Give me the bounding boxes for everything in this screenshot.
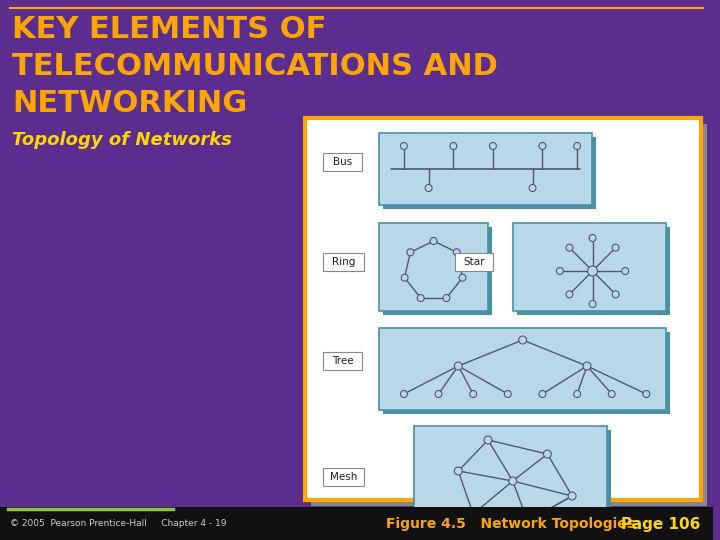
Circle shape xyxy=(401,274,408,281)
Circle shape xyxy=(450,143,456,150)
Circle shape xyxy=(608,390,615,397)
Circle shape xyxy=(566,291,573,298)
Bar xyxy=(383,227,492,315)
Bar xyxy=(311,124,707,506)
Circle shape xyxy=(400,390,408,397)
Bar xyxy=(323,153,362,171)
Circle shape xyxy=(539,143,546,150)
Circle shape xyxy=(539,390,546,397)
Circle shape xyxy=(622,267,629,274)
Circle shape xyxy=(489,537,497,540)
Circle shape xyxy=(407,249,414,256)
Text: Topology of Networks: Topology of Networks xyxy=(12,131,232,149)
Circle shape xyxy=(588,266,598,276)
Bar xyxy=(379,223,488,311)
Text: Ring: Ring xyxy=(332,257,355,267)
Circle shape xyxy=(509,477,517,485)
Circle shape xyxy=(443,294,450,301)
Text: Tree: Tree xyxy=(332,356,354,366)
Circle shape xyxy=(400,143,408,150)
Circle shape xyxy=(454,467,462,475)
Circle shape xyxy=(504,390,511,397)
Bar xyxy=(455,253,493,271)
Circle shape xyxy=(490,143,496,150)
Bar xyxy=(383,332,670,414)
Circle shape xyxy=(425,185,432,192)
Bar xyxy=(379,133,592,205)
Bar xyxy=(0,507,713,540)
Circle shape xyxy=(589,300,596,307)
Circle shape xyxy=(417,294,424,301)
Circle shape xyxy=(435,390,442,397)
Bar xyxy=(323,253,364,271)
Circle shape xyxy=(589,234,596,241)
Bar xyxy=(323,352,362,370)
Circle shape xyxy=(518,336,526,344)
Bar xyxy=(513,223,666,311)
Bar xyxy=(305,118,701,500)
Bar xyxy=(383,137,596,209)
Circle shape xyxy=(568,492,576,500)
Circle shape xyxy=(454,362,462,370)
Bar xyxy=(323,468,364,486)
Text: TELECOMMUNICATIONS AND: TELECOMMUNICATIONS AND xyxy=(12,52,498,81)
Text: © 2005  Pearson Prentice-Hall     Chapter 4 - 19: © 2005 Pearson Prentice-Hall Chapter 4 -… xyxy=(10,519,226,529)
Bar xyxy=(379,328,666,410)
Circle shape xyxy=(454,249,460,256)
Circle shape xyxy=(557,267,563,274)
Circle shape xyxy=(574,143,580,150)
Circle shape xyxy=(529,185,536,192)
Circle shape xyxy=(459,274,466,281)
Circle shape xyxy=(484,436,492,444)
Circle shape xyxy=(469,510,477,518)
Circle shape xyxy=(566,244,573,251)
Circle shape xyxy=(469,390,477,397)
Circle shape xyxy=(544,450,552,458)
Text: KEY ELEMENTS OF: KEY ELEMENTS OF xyxy=(12,15,326,44)
Bar xyxy=(414,426,607,540)
Text: Star: Star xyxy=(464,257,485,267)
Text: Bus: Bus xyxy=(333,157,352,167)
Circle shape xyxy=(523,517,531,525)
Text: NETWORKING: NETWORKING xyxy=(12,89,247,118)
Circle shape xyxy=(612,244,619,251)
Text: Page 106: Page 106 xyxy=(621,516,700,531)
Circle shape xyxy=(430,238,437,245)
Circle shape xyxy=(574,390,580,397)
Circle shape xyxy=(612,291,619,298)
Bar xyxy=(517,227,670,315)
Circle shape xyxy=(643,390,650,397)
Bar xyxy=(418,430,611,540)
Text: Figure 4.5   Network Topologies: Figure 4.5 Network Topologies xyxy=(386,517,635,531)
Circle shape xyxy=(583,362,591,370)
Text: Mesh: Mesh xyxy=(330,472,357,482)
